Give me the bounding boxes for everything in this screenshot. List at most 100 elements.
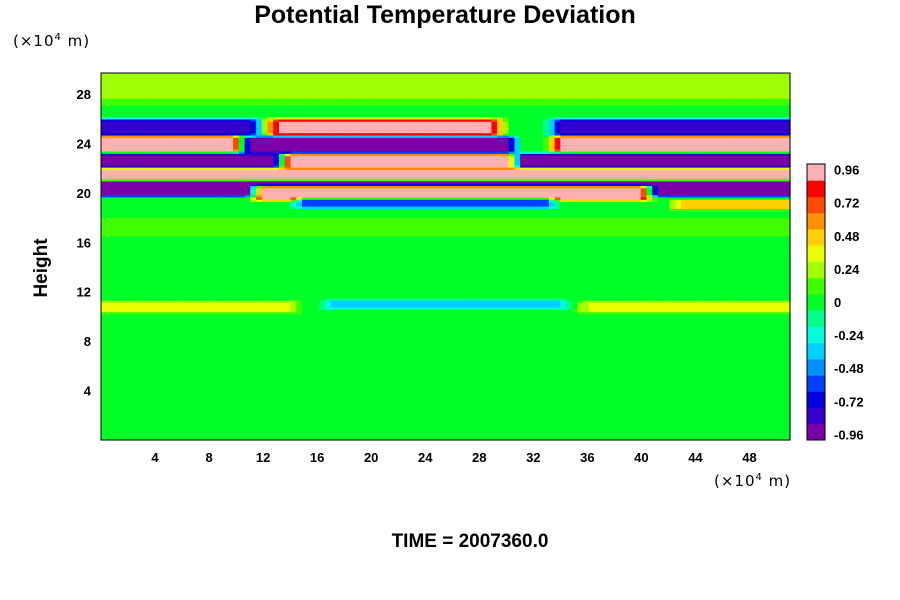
heatmap-cell	[405, 403, 412, 407]
heatmap-cell	[508, 435, 515, 439]
heatmap-cell	[359, 375, 366, 379]
heatmap-cell	[324, 433, 332, 437]
heatmap-cell	[600, 368, 607, 372]
heatmap-cell	[210, 426, 217, 430]
heatmap-cell	[508, 414, 515, 418]
heatmap-cell	[244, 412, 251, 416]
heatmap-cell	[187, 368, 194, 372]
heatmap-cell	[181, 352, 188, 356]
heatmap-cell	[164, 423, 171, 427]
heatmap-cell	[767, 407, 774, 411]
heatmap-cell	[146, 437, 154, 441]
heatmap-cell	[164, 394, 171, 398]
heatmap-cell	[261, 378, 269, 381]
heatmap-cell	[531, 391, 538, 395]
heatmap-cell	[692, 380, 699, 384]
heatmap-cell	[612, 382, 619, 386]
heatmap-cell	[623, 373, 630, 377]
heatmap-cell	[370, 366, 378, 370]
heatmap-cell	[284, 384, 292, 388]
heatmap-cell	[784, 382, 791, 386]
heatmap-cell	[726, 437, 734, 441]
heatmap-cell	[715, 435, 722, 439]
heatmap-cell	[623, 389, 630, 393]
heatmap-cell	[106, 355, 114, 359]
heatmap-cell	[445, 355, 452, 359]
heatmap-cell	[393, 426, 401, 430]
heatmap-cell	[330, 364, 338, 368]
heatmap-cell	[680, 428, 688, 432]
heatmap-cell	[238, 407, 246, 411]
heatmap-cell	[405, 357, 412, 361]
heatmap-cell	[267, 401, 274, 404]
heatmap-cell	[278, 373, 286, 377]
heatmap-cell	[330, 405, 338, 409]
heatmap-cell	[468, 391, 475, 395]
heatmap-cell	[256, 423, 263, 427]
heatmap-cell	[301, 421, 309, 425]
heatmap-cell	[703, 423, 711, 427]
heatmap-cell	[497, 417, 504, 420]
heatmap-cell	[428, 410, 435, 414]
heatmap-cell	[634, 396, 642, 400]
heatmap-cell	[755, 378, 762, 381]
heatmap-cell	[365, 401, 372, 404]
heatmap-cell	[589, 362, 596, 365]
heatmap-cell	[502, 350, 510, 354]
heatmap-cell	[370, 412, 378, 416]
heatmap-cell	[474, 389, 481, 393]
heatmap-cell	[198, 428, 205, 432]
heatmap-cell	[732, 401, 739, 404]
heatmap-cell	[393, 366, 401, 370]
heatmap-cell	[623, 355, 630, 359]
heatmap-cell	[301, 426, 309, 430]
heatmap-cell	[634, 368, 642, 372]
heatmap-cell	[175, 355, 182, 359]
heatmap-cell	[181, 403, 188, 407]
heatmap-cell	[566, 380, 573, 384]
heatmap-cell	[123, 368, 131, 372]
heatmap-cell	[451, 345, 458, 349]
heatmap-cell	[767, 380, 774, 384]
heatmap-cell	[497, 384, 504, 388]
heatmap-cell	[715, 430, 722, 434]
heatmap-cell	[141, 391, 148, 395]
heatmap-cell	[428, 426, 435, 430]
heatmap-cell	[629, 405, 636, 409]
heatmap-cell	[669, 428, 676, 432]
heatmap-cell	[198, 433, 205, 437]
heatmap-cell	[629, 348, 636, 352]
heatmap-cell	[468, 345, 475, 349]
heatmap-cell	[640, 398, 648, 402]
heatmap-cell	[227, 426, 234, 430]
heatmap-cell	[525, 384, 533, 388]
heatmap-cell	[784, 437, 791, 441]
heatmap-cell	[141, 364, 148, 368]
heatmap-cell	[296, 398, 303, 402]
heatmap-cell	[393, 357, 401, 361]
heatmap-cell	[537, 368, 544, 372]
heatmap-cell	[606, 417, 613, 420]
heatmap-cell	[324, 430, 332, 434]
heatmap-cell	[118, 419, 125, 423]
heatmap-cell	[657, 430, 665, 434]
heatmap-cell	[221, 350, 228, 354]
heatmap-cell	[313, 410, 320, 414]
heatmap-cell	[749, 414, 757, 418]
heatmap-cell	[123, 421, 131, 425]
heatmap-cell	[744, 394, 751, 398]
heatmap-cell	[278, 396, 286, 400]
heatmap-cell	[462, 387, 470, 391]
heatmap-cell	[405, 437, 412, 441]
heatmap-cell	[755, 430, 762, 434]
heatmap-cell	[468, 419, 475, 423]
heatmap-cell	[416, 366, 424, 370]
heatmap-cell	[462, 407, 470, 411]
heatmap-cell	[106, 371, 114, 375]
heatmap-cell	[347, 398, 355, 402]
heatmap-cell	[508, 387, 515, 391]
heatmap-cell	[543, 396, 550, 400]
heatmap-cell	[514, 368, 521, 372]
heatmap-cell	[589, 417, 596, 420]
heatmap-cell	[491, 433, 498, 437]
